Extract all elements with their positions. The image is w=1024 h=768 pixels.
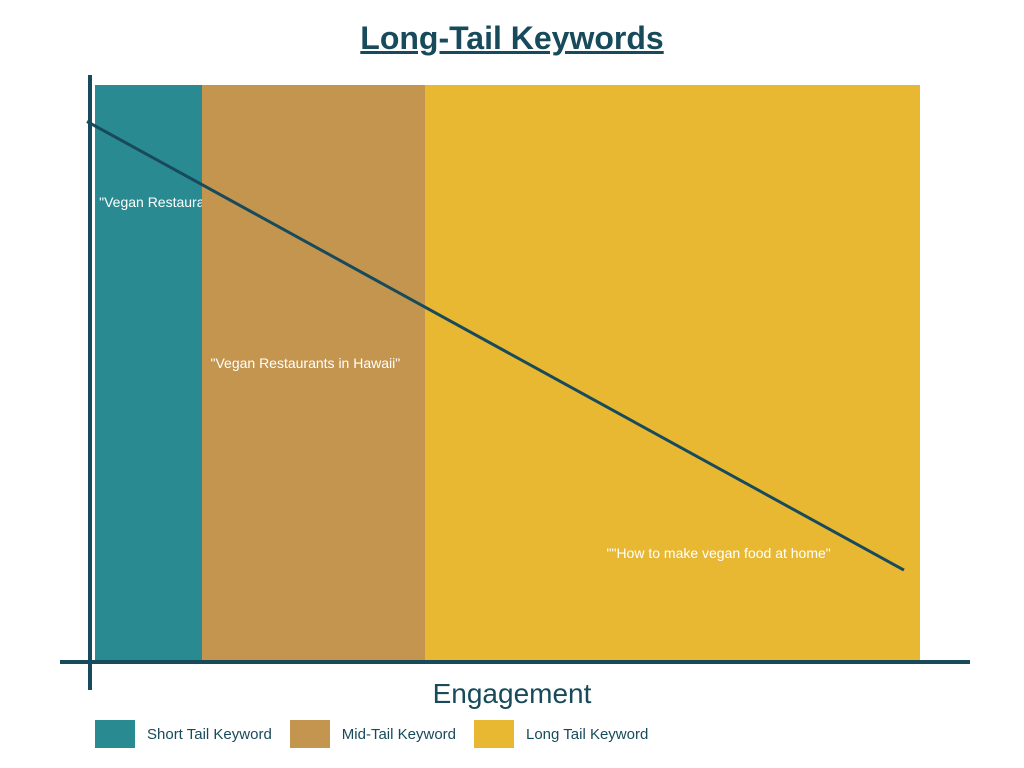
chart-title: Long-Tail Keywords [360,20,663,57]
x-axis-line [60,660,970,664]
region-label-long-tail: ""How to make vegan food at home" [607,545,831,561]
chart-area: "Vegan Restaurant""Vegan Restaurants in … [95,85,920,660]
region-short-tail [95,85,202,660]
legend-item: Mid-Tail Keyword [290,720,456,748]
legend-item: Short Tail Keyword [95,720,272,748]
legend-label: Mid-Tail Keyword [342,726,456,743]
legend-label: Long Tail Keyword [526,726,648,743]
region-label-mid-tail: "Vegan Restaurants in Hawaii" [211,355,401,371]
legend-swatch [474,720,514,748]
region-mid-tail [202,85,425,660]
region-long-tail [425,85,920,660]
legend-swatch [290,720,330,748]
legend: Short Tail Keyword Mid-Tail Keyword Long T… [95,720,648,748]
legend-label: Short Tail Keyword [147,726,272,743]
legend-item: Long Tail Keyword [474,720,648,748]
legend-swatch [95,720,135,748]
x-axis-label: Engagement [433,678,592,710]
y-axis-line [88,75,92,690]
